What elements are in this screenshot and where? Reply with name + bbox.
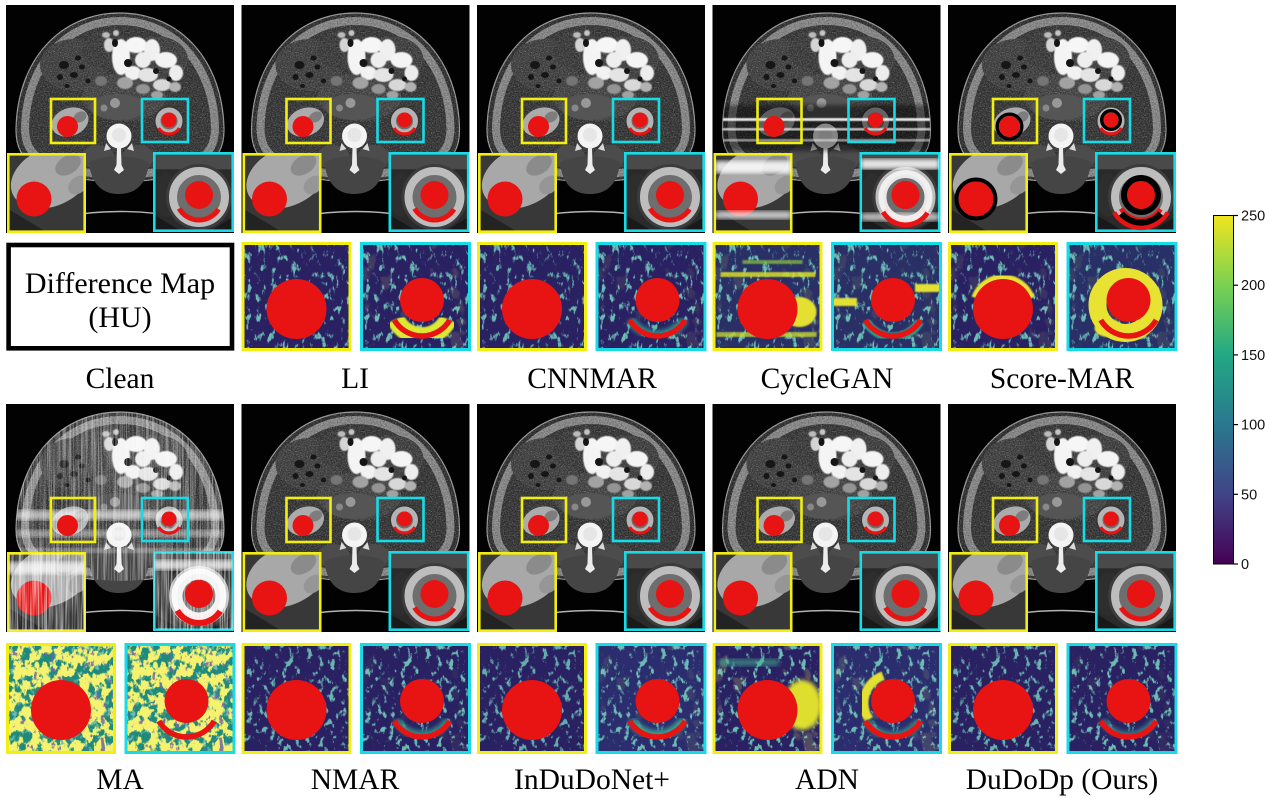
svg-text:50: 50: [1241, 487, 1257, 503]
svg-text:Score-MAR: Score-MAR: [990, 363, 1135, 395]
svg-text:LI: LI: [341, 363, 369, 395]
svg-text:100: 100: [1241, 418, 1265, 434]
svg-text:DuDoDp (Ours): DuDoDp (Ours): [966, 764, 1159, 796]
svg-text:0: 0: [1241, 557, 1249, 573]
svg-text:CNNMAR: CNNMAR: [527, 363, 657, 395]
svg-text:InDuDoNet+: InDuDoNet+: [514, 764, 670, 796]
svg-text:MA: MA: [96, 764, 144, 796]
svg-text:(HU): (HU): [88, 301, 151, 334]
svg-text:150: 150: [1241, 348, 1265, 364]
svg-text:ADN: ADN: [795, 764, 859, 796]
svg-text:Clean: Clean: [86, 363, 155, 395]
svg-text:CycleGAN: CycleGAN: [761, 363, 894, 395]
svg-text:Difference Map: Difference Map: [25, 267, 215, 300]
svg-text:NMAR: NMAR: [311, 764, 400, 796]
svg-text:200: 200: [1241, 278, 1265, 294]
svg-text:250: 250: [1241, 209, 1265, 225]
